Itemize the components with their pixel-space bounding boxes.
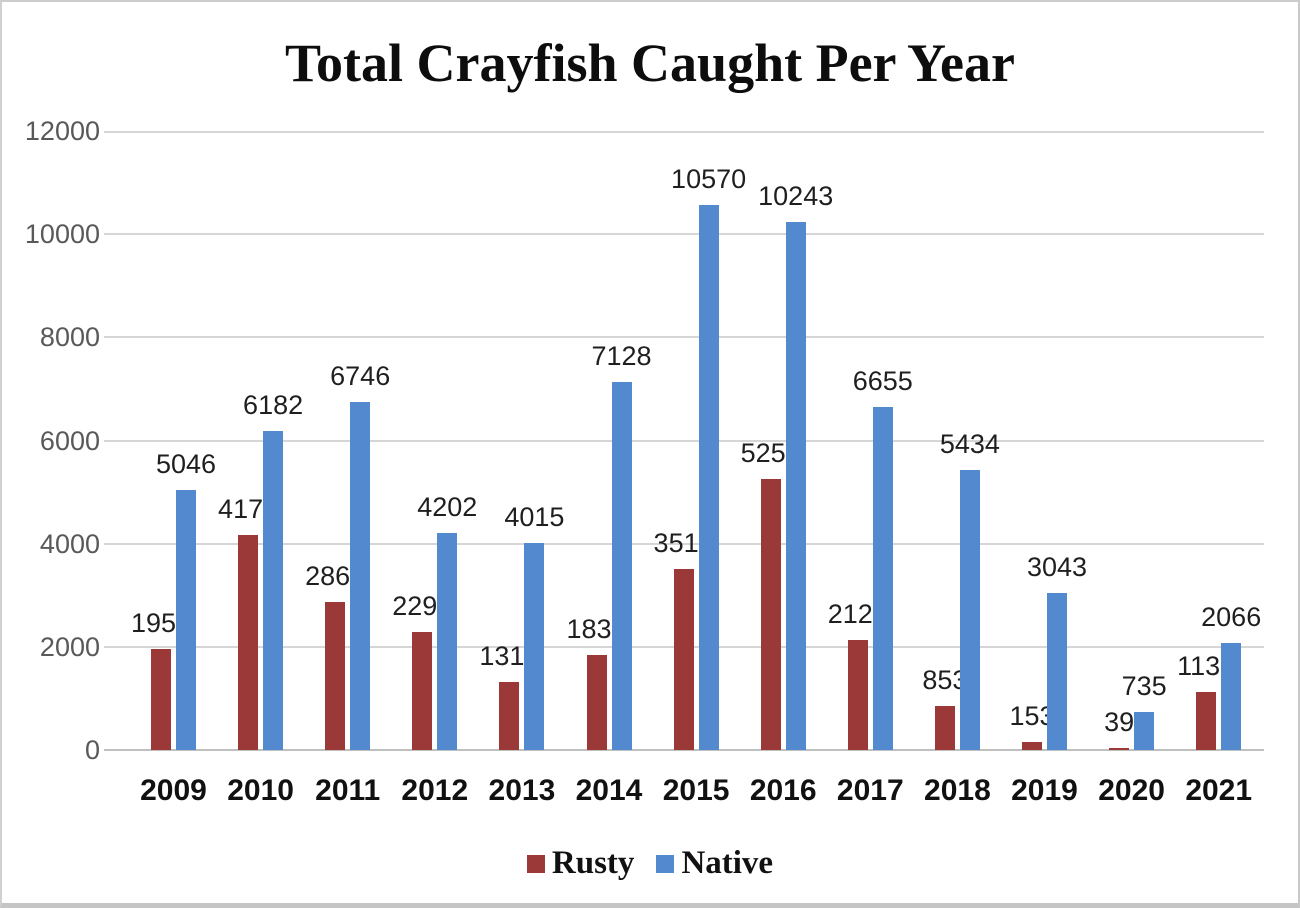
bar-rusty-2014: [586, 655, 607, 750]
x-axis-label-2009: 2009: [140, 774, 207, 807]
data-label-native-2017: 6655: [852, 366, 913, 396]
bar-rusty-2013: [499, 682, 520, 750]
bar-rusty-2021: [1196, 692, 1217, 750]
data-label-rusty-2017: 2125: [827, 599, 888, 629]
y-tick-label-4000: 4000: [39, 528, 100, 559]
x-axis-label-2011: 2011: [315, 774, 381, 807]
y-tick-label-2000: 2000: [39, 631, 100, 662]
bar-native-2017: [872, 407, 893, 750]
bar-native-2015: [698, 205, 719, 750]
data-label-rusty-2009: 1952: [130, 608, 192, 638]
bar-native-2021: [1221, 643, 1242, 750]
data-label-native-2020: 735: [1121, 671, 1167, 701]
bar-native-2009: [176, 490, 196, 750]
bar-rusty-2015: [673, 569, 694, 750]
bar-rusty-2012: [412, 632, 433, 750]
data-label-rusty-2015: 3515: [653, 528, 714, 558]
gridline-4000: [104, 542, 1264, 545]
bar-native-2010: [263, 431, 284, 750]
x-axis-label-2012: 2012: [401, 774, 469, 807]
bar-native-2014: [611, 382, 632, 750]
gridline-8000: [104, 336, 1264, 339]
data-label-rusty-2018: 853: [922, 665, 968, 695]
bar-rusty-2017: [847, 640, 868, 750]
x-axis-line: [104, 749, 1264, 751]
gridline-10000: [104, 233, 1264, 236]
bar-rusty-2019: [1022, 742, 1042, 750]
y-tick-label-0: 0: [84, 735, 100, 765]
legend-label-native: Native: [681, 845, 774, 881]
x-axis-label-2015: 2015: [662, 774, 730, 807]
data-label-native-2010: 6182: [243, 390, 304, 420]
data-label-native-2011: 6746: [330, 361, 391, 391]
bar-rusty-2011: [325, 602, 346, 750]
x-axis-label-2014: 2014: [575, 774, 643, 807]
data-label-native-2009: 5046: [155, 449, 217, 479]
bar-native-2013: [524, 543, 545, 750]
data-label-rusty-2021: 1133: [1177, 651, 1236, 681]
y-tick-label-6000: 6000: [39, 425, 100, 456]
legend-item-native: Native: [656, 847, 773, 880]
data-label-rusty-2013: 1314: [479, 641, 540, 671]
data-label-native-2015: 10570: [671, 164, 747, 194]
data-label-native-2018: 5434: [939, 429, 1000, 459]
bar-native-2020: [1134, 712, 1155, 750]
data-label-native-2016: 10243: [758, 181, 834, 211]
plot-area: 1952 5046 4171 6182 2864 6746 2290 4202 1314 4015…: [104, 131, 1264, 751]
bar-native-2018: [959, 470, 980, 750]
data-label-rusty-2011: 2864: [305, 561, 366, 591]
x-axis-label-2018: 2018: [924, 774, 991, 807]
data-label-rusty-2012: 2290: [392, 591, 453, 621]
data-label-native-2019: 3043: [1026, 552, 1088, 582]
data-label-rusty-2014: 1838: [566, 614, 627, 644]
data-label-native-2013: 4015: [504, 502, 565, 532]
chart-title: Total Crayfish Caught Per Year: [285, 33, 1015, 93]
data-label-native-2014: 7128: [591, 341, 652, 371]
x-axis-label-2021: 2021: [1185, 774, 1253, 807]
x-axis-label-2020: 2020: [1098, 774, 1165, 807]
data-label-rusty-2010: 4171: [218, 494, 279, 524]
bar-rusty-2016: [760, 479, 781, 750]
bar-native-2011: [350, 402, 371, 750]
gridline-6000: [104, 439, 1264, 442]
data-label-native-2021: 2066: [1201, 602, 1262, 632]
legend-swatch-native: [656, 854, 675, 873]
legend-swatch-rusty: [526, 854, 545, 873]
y-tick-label-12000: 12000: [24, 116, 100, 146]
legend-label-rusty: Rusty: [551, 845, 635, 881]
y-tick-label-10000: 10000: [24, 219, 100, 250]
bar-rusty-2018: [934, 706, 955, 750]
bar-native-2019: [1047, 593, 1067, 750]
legend-item-rusty: Rusty: [526, 845, 635, 881]
data-label-rusty-2016: 5258: [740, 438, 801, 468]
y-tick-label-8000: 8000: [39, 322, 100, 353]
data-label-rusty-2020: 39: [1104, 707, 1135, 737]
data-label-native-2012: 4202: [417, 492, 478, 522]
bar-rusty-2020: [1109, 748, 1130, 750]
x-axis-label-2010: 2010: [227, 774, 294, 807]
bar-native-2012: [437, 533, 458, 750]
bar-rusty-2009: [151, 649, 171, 750]
x-axis-label-2013: 2013: [488, 774, 556, 807]
bar-native-2016: [785, 222, 806, 750]
x-axis-label-2016: 2016: [749, 774, 817, 807]
legend: Rusty Native: [2, 847, 1298, 880]
x-axis-label-2019: 2019: [1011, 774, 1078, 807]
gridline-12000: [104, 131, 1264, 133]
x-axis-label-2017: 2017: [836, 774, 904, 807]
bar-rusty-2010: [238, 535, 259, 750]
